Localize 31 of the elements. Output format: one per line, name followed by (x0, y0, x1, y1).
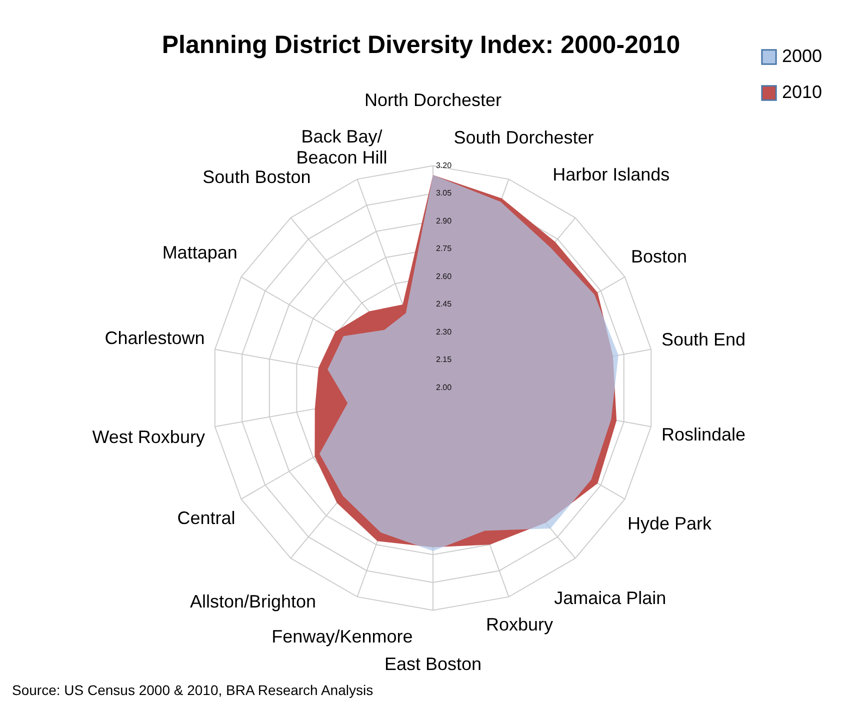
spoke-label: Charlestown (104, 328, 205, 348)
y-tick-label: 2.45 (436, 300, 452, 309)
legend-label: 2000 (782, 46, 822, 66)
spoke-label: Roxbury (486, 614, 553, 635)
y-tick-label: 3.05 (436, 188, 452, 198)
spoke-label: North Dorchester (364, 90, 502, 110)
y-tick-label: 2.30 (436, 327, 452, 336)
source-note: Source: US Census 2000 & 2010, BRA Research Analysis (12, 682, 374, 698)
legend-label: 2010 (782, 82, 822, 102)
y-tick-label: 2.15 (436, 355, 452, 364)
spoke-label: South End (661, 329, 746, 350)
spoke-label: Allston/Brighton (190, 592, 316, 612)
spoke-label: Boston (631, 246, 688, 267)
spoke-label: West Roxbury (92, 427, 205, 448)
chart-title: Planning District Diversity Index: 2000-2010 (162, 31, 680, 59)
y-tick-label: 2.60 (436, 272, 452, 281)
spoke-label: Mattapan (162, 242, 238, 262)
spoke-label: South Boston (202, 166, 311, 187)
spoke-label: Hyde Park (628, 514, 713, 534)
spoke-label: Jamaica Plain (554, 588, 666, 608)
y-tick-label: 2.75 (436, 244, 452, 254)
spoke-label: Fenway/Kenmore (272, 626, 413, 646)
spoke-label: Back Bay/ Beacon Hill (296, 126, 388, 168)
spoke-label: Central (177, 508, 236, 528)
spoke-label: East Boston (384, 654, 482, 674)
spoke-label: Roslindale (661, 424, 746, 445)
y-tick-label: 2.90 (436, 216, 452, 226)
y-tick-label: 2.00 (436, 383, 452, 392)
spoke-label: South Dorchester (454, 128, 594, 148)
spoke-label: Harbor Islands (552, 164, 670, 185)
y-tick-label: 3.20 (436, 160, 452, 170)
